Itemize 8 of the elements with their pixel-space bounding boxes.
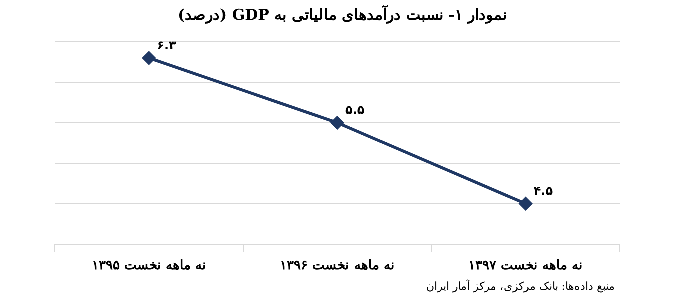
chart-title: نمودار ۱- نسبت درآمدهای مالیاتی به GDP (درصد) (176, 4, 508, 26)
text: منبع داده‌ها: بانک مرکزی، مرکز آمار ایران (426, 280, 615, 293)
data-label: ۵.۵ (346, 103, 365, 118)
x-tick-label: نه ماهه نخست ۱۳۹۶ (280, 258, 395, 274)
x-tick-label: نه ماهه نخست ۱۳۹۵ (92, 258, 206, 274)
data-label: ۶.۳ (157, 38, 178, 52)
x-tick-label: نه ماهه نخست ۱۳۹۷ (468, 258, 584, 274)
data-label: ۴.۵ (534, 184, 554, 198)
